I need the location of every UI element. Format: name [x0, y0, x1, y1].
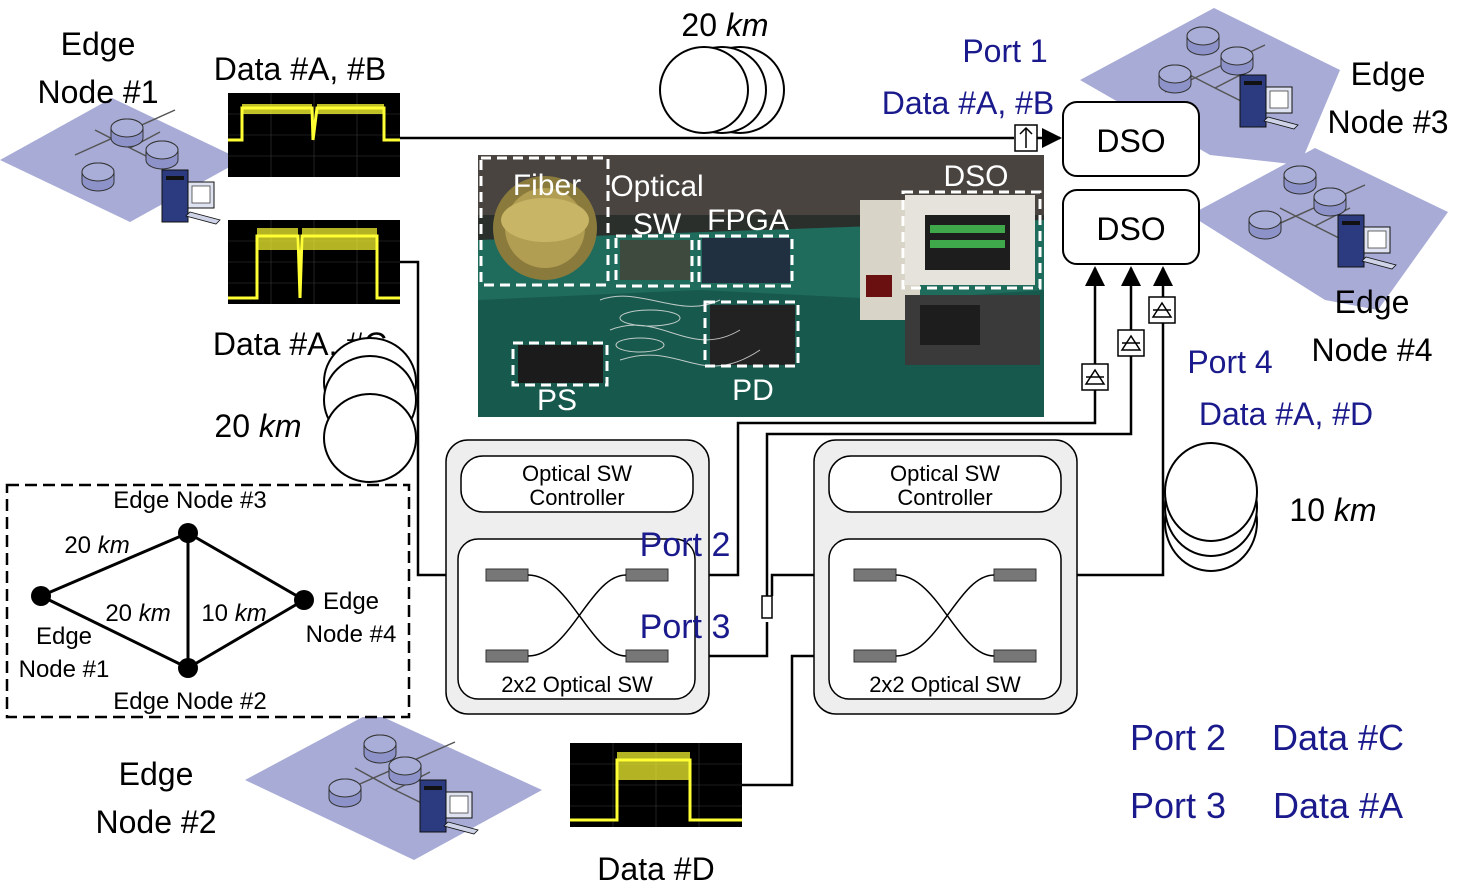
edge-node-2-plane: [245, 712, 542, 860]
photo-label-optical: Optical: [610, 170, 703, 203]
edge-node-1-database-icon: [81, 162, 115, 192]
controller-1-line1: Optical SW: [522, 461, 632, 486]
edge-node-2-database-icon: [328, 778, 362, 808]
topology-node-1-dot: [31, 586, 51, 606]
edge-node-1-database-icon: [110, 118, 144, 148]
port-2-label: Port 2: [640, 526, 731, 564]
edge-node-2-label-line2: Node #2: [96, 804, 217, 840]
edge-node-4-label-line2: Node #4: [1312, 332, 1433, 368]
topology-node-2-label: Edge Node #2: [113, 688, 266, 715]
edge-node-3-label-line1: Edge: [1351, 56, 1426, 92]
fiber-top-length: 20 km: [681, 7, 768, 43]
legend-row-2-port: Port 3: [1130, 785, 1226, 826]
dso-2-label: DSO: [1096, 211, 1165, 247]
data-ab-label: Data #A, #B: [214, 51, 387, 87]
topology-node-3-label: Edge Node #3: [113, 487, 266, 514]
edge-node-4-database-icon: [1313, 187, 1347, 217]
edge-node-3-database-icon: [1220, 46, 1254, 76]
edge-node-2-database-icon: [388, 756, 422, 786]
photo-box-sw: [614, 234, 694, 288]
fiber-right-length: 10 km: [1289, 492, 1376, 528]
data-d-label: Data #D: [597, 851, 714, 887]
photodetector-icon: [1014, 124, 1038, 152]
photo-label-sw: SW: [633, 208, 682, 241]
photodetector-icon: [1117, 329, 1145, 357]
topology-link-1-3-length: 20 km: [64, 532, 129, 559]
legend-row-1-data: Data #C: [1272, 717, 1404, 758]
edge-node-4-database-icon: [1248, 210, 1282, 240]
port-1-label: Port 1: [962, 33, 1047, 69]
photo-label-fiber: Fiber: [513, 169, 581, 202]
topology-node-4-label-line1: Edge: [323, 588, 379, 615]
edge-node-3-database-icon: [1158, 64, 1192, 94]
switch-1-label: 2x2 Optical SW: [501, 672, 653, 697]
photo-label-ps: PS: [537, 384, 577, 417]
fiber-links: [400, 128, 1173, 787]
legend-row-1-port: Port 2: [1130, 717, 1226, 758]
topology-node-4-dot: [294, 590, 314, 610]
controller-2-line2: Controller: [897, 485, 992, 510]
topology-link-3-2-length: 10 km: [201, 600, 266, 627]
photo-label-pd: PD: [732, 374, 774, 407]
edge-node-1: Edge Node #1: [0, 26, 242, 225]
photo-box-dso: [901, 190, 1042, 290]
optical-switch-module-2: Optical SW Controller 2x2 Optical SW: [813, 439, 1078, 715]
edge-node-4-label-line1: Edge: [1335, 284, 1410, 320]
edge-node-4: Edge Node #4: [1190, 148, 1448, 368]
port-4-label: Port 4: [1187, 344, 1272, 380]
edge-node-4-plane: [1190, 148, 1448, 310]
photodetector-icon: [1081, 363, 1109, 391]
controller-2-line1: Optical SW: [890, 461, 1000, 486]
photo-box-ps: [511, 341, 609, 387]
fiber-spool-left: [323, 337, 417, 483]
dso-1: DSO: [1062, 101, 1200, 177]
waveform-data-ac: [228, 220, 400, 304]
edge-node-3-database-icon: [1186, 26, 1220, 56]
optical-switch-module-1: Optical SW Controller 2x2 Optical SW: [445, 439, 710, 715]
topology-node-4-label-line2: Node #4: [306, 621, 397, 648]
topology-inset: Edge Node #3 Edge Node #2 Edge Node #4 E…: [5, 483, 411, 719]
topology-node-2-dot: [178, 658, 198, 678]
legend-row-2-data: Data #A: [1273, 785, 1403, 826]
photo-label-dso: DSO: [943, 160, 1008, 193]
port-3-label: Port 3: [640, 608, 731, 646]
controller-1-line2: Controller: [529, 485, 624, 510]
edge-node-1-database-icon: [145, 140, 179, 170]
edge-node-1-label-line1: Edge: [61, 26, 136, 62]
topology-link-1-2-length: 20 km: [105, 600, 170, 627]
topology-node-1-label-line1: Edge: [36, 623, 92, 650]
fiber-spool-right: [1164, 442, 1258, 572]
edge-node-3: Edge Node #3: [1080, 8, 1448, 165]
testbed-photo: Fiber Optical SW FPGA DSO PS PD: [478, 155, 1044, 417]
optical-sw-controller-2: [828, 455, 1062, 513]
fiber-left-length: 20 km: [214, 408, 301, 444]
edge-node-2: Edge Node #2: [96, 712, 542, 860]
port-4-data-label: Data #A, #D: [1199, 396, 1373, 432]
topology-node-3-dot: [178, 523, 198, 543]
edge-node-4-database-icon: [1283, 165, 1317, 195]
edge-node-2-database-icon: [363, 734, 397, 764]
photo-label-fpga: FPGA: [707, 204, 789, 237]
photo-box-pd: [703, 300, 800, 368]
edge-node-3-plane: [1080, 8, 1340, 165]
port-mapping-legend: Port 2 Data #C Port 3 Data #A: [1130, 717, 1404, 826]
topology-node-1-label-line2: Node #1: [19, 656, 110, 683]
edge-node-1-label-line2: Node #1: [38, 74, 159, 110]
waveform-data-d: [570, 743, 742, 827]
waveform-data-ab: [228, 93, 400, 177]
dso-2: DSO: [1062, 189, 1200, 265]
edge-node-2-label-line1: Edge: [119, 756, 194, 792]
photo-box-fpga: [697, 234, 794, 288]
dso-1-label: DSO: [1096, 123, 1165, 159]
optical-sw-controller-1: [460, 455, 694, 513]
edge-node-3-label-line2: Node #3: [1328, 104, 1449, 140]
port-1-data-label: Data #A, #B: [882, 85, 1055, 121]
photodetector-icon: [1148, 296, 1176, 324]
switch-2-label: 2x2 Optical SW: [869, 672, 1021, 697]
fiber-spool-top: [659, 46, 785, 134]
